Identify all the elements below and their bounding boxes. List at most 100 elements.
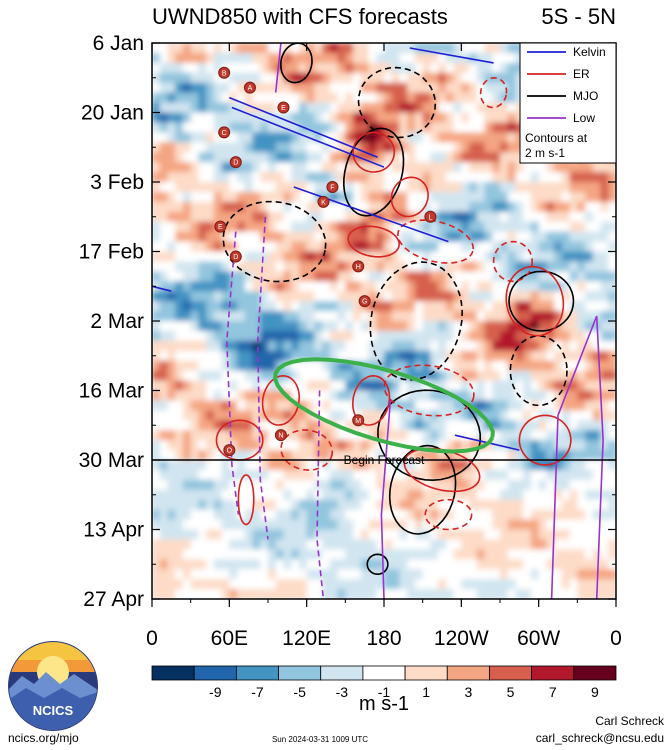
field-cell [445, 350, 455, 362]
field-cell [353, 52, 362, 64]
field-cell [237, 191, 246, 203]
field-cell [329, 450, 339, 461]
field-cell [167, 519, 176, 531]
field-cell [376, 132, 385, 143]
field-cell [384, 539, 393, 550]
field-cell [283, 469, 292, 481]
field-cell [585, 400, 594, 411]
field-cell [322, 251, 331, 263]
field-cell [345, 380, 354, 392]
field-cell [291, 102, 300, 114]
field-cell [561, 211, 571, 223]
field-cell [198, 479, 207, 491]
field-cell [554, 370, 563, 382]
field-cell [561, 221, 571, 233]
field-cell [453, 499, 462, 511]
field-cell [608, 340, 616, 352]
field-cell [592, 479, 602, 491]
field-cell [152, 132, 161, 143]
field-cell [461, 469, 470, 481]
field-cell [577, 211, 586, 223]
storm-marker: G [358, 295, 371, 308]
field-cell [182, 430, 192, 441]
field-cell [507, 519, 517, 531]
field-cell [484, 191, 493, 203]
field-cell [538, 559, 547, 570]
field-cell [384, 241, 393, 253]
field-cell [461, 569, 470, 580]
field-cell [152, 43, 161, 54]
field-cell [291, 539, 300, 550]
er-contour-neg [479, 76, 508, 109]
field-cell [561, 172, 571, 183]
field-cell [500, 589, 509, 599]
field-cell [438, 509, 447, 521]
field-cell [476, 360, 486, 372]
field-cell [554, 172, 563, 183]
field-cell [430, 62, 439, 74]
field-cell [453, 82, 462, 94]
field-cell [530, 370, 540, 382]
field-cell [453, 420, 462, 431]
field-cell [306, 271, 315, 282]
field-cell [608, 400, 616, 411]
field-cell [445, 211, 455, 223]
field-cell [476, 182, 486, 193]
field-cell [469, 400, 478, 411]
field-cell [167, 281, 176, 292]
field-cell [391, 569, 401, 580]
field-cell [244, 350, 254, 362]
field-cell [229, 201, 238, 213]
field-cell [422, 162, 431, 173]
field-cell [322, 450, 331, 461]
field-cell [322, 589, 331, 599]
field-cell [167, 241, 176, 253]
field-cell [175, 142, 184, 153]
field-cell [391, 420, 401, 431]
field-cell [275, 172, 285, 183]
field-cell [376, 499, 385, 511]
field-cell [221, 172, 230, 183]
field-cell [453, 152, 462, 163]
field-cell [399, 579, 408, 590]
footer-email: carl_schreck@ncsu.edu [536, 731, 664, 745]
field-cell [206, 380, 215, 392]
field-cell [430, 251, 439, 263]
field-cell [206, 410, 215, 421]
field-cell [461, 529, 470, 541]
field-cell [407, 142, 416, 153]
field-cell [298, 152, 308, 163]
field-cell [159, 241, 169, 253]
field-cell [476, 340, 486, 352]
field-cell [608, 182, 616, 193]
field-cell [360, 251, 370, 263]
field-cell [306, 221, 315, 233]
field-cell [399, 52, 408, 64]
field-cell [492, 291, 501, 302]
field-cell [515, 420, 524, 431]
field-cell [554, 450, 563, 461]
field-cell [167, 390, 176, 402]
field-cell [298, 182, 308, 193]
field-cell [283, 62, 292, 74]
field-cell [538, 539, 547, 550]
field-cell [554, 301, 563, 312]
storm-marker-label: O [227, 448, 233, 455]
field-cell [530, 479, 540, 491]
field-cell [329, 529, 339, 541]
field-cell [600, 241, 609, 253]
field-cell [268, 549, 277, 560]
field-cell [407, 251, 416, 263]
field-cell [368, 559, 377, 570]
field-cell [268, 132, 277, 143]
field-cell [608, 519, 616, 531]
field-cell [422, 499, 431, 511]
field-cell [515, 559, 524, 570]
field-cell [206, 291, 215, 302]
field-cell [244, 539, 254, 550]
field-cell [407, 271, 416, 282]
field-cell [159, 92, 169, 104]
field-cell [283, 340, 292, 352]
storm-marker-label: D [233, 254, 238, 261]
field-cell [476, 122, 486, 133]
